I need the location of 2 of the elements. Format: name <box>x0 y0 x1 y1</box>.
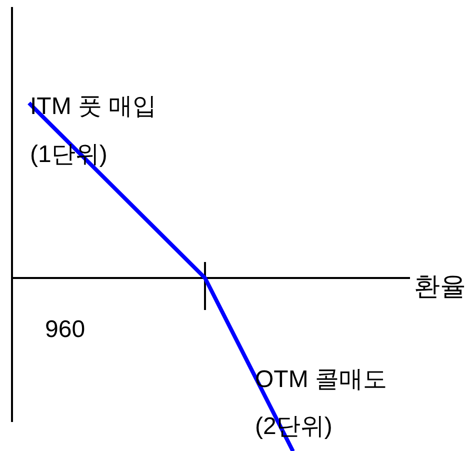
annotation: ITM 풋 매입 <box>30 93 157 120</box>
annotation: 960 <box>45 316 86 343</box>
